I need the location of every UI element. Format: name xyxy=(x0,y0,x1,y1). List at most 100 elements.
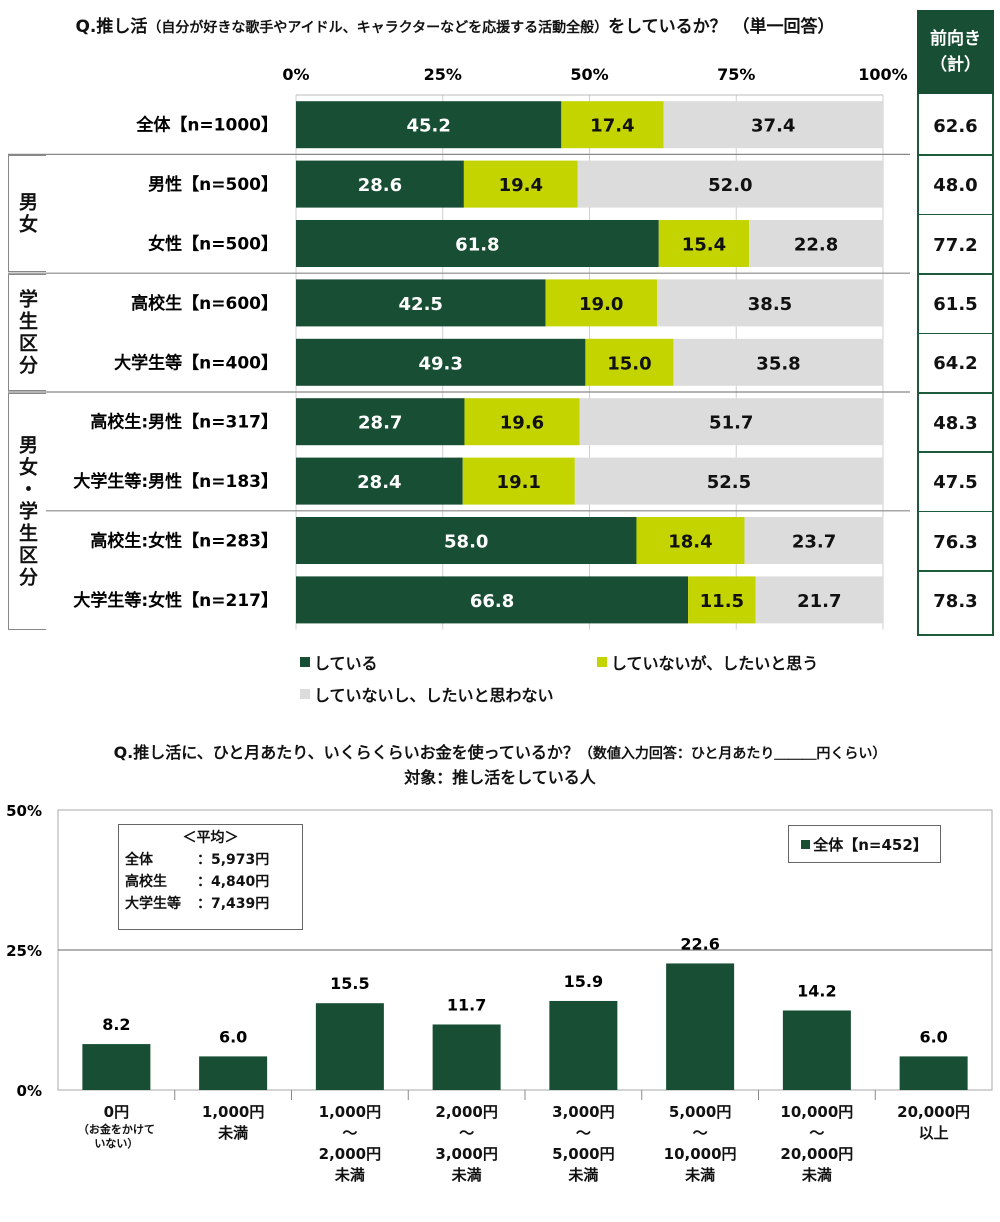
data-label: 52.5 xyxy=(707,472,751,493)
forward-value: 48.3 xyxy=(933,412,978,434)
data-label: 66.8 xyxy=(470,591,514,612)
chart2-plot: 0% 25% 50% 8.2 6.0 15.5 11.7 15.9 22.6 14.2 6.0 xyxy=(6,802,993,1100)
bar-segment xyxy=(296,220,659,267)
x-tick-label: 100% xyxy=(858,65,907,84)
x-tick-label: 0% xyxy=(282,65,309,84)
category-label: 高校生:女性【n=283】 xyxy=(90,531,278,552)
data-label: 61.8 xyxy=(455,235,499,256)
data-label: 49.3 xyxy=(418,353,462,374)
bar-segment xyxy=(579,398,883,446)
data-label: 52.0 xyxy=(708,175,752,196)
forward-value: 47.5 xyxy=(933,472,978,494)
category-label: 高校生:男性【n=317】 xyxy=(90,412,278,433)
bar-segment xyxy=(296,279,546,327)
bar xyxy=(666,963,735,1090)
group-label-gender-student: 男女・学生区分 xyxy=(8,393,46,630)
forward-value: 61.5 xyxy=(933,293,978,315)
data-label: 14.2 xyxy=(797,981,836,1000)
y-tick-label: 0% xyxy=(17,1082,42,1100)
bar xyxy=(432,1024,501,1090)
bar-segment xyxy=(462,457,575,505)
bar-segment xyxy=(296,576,689,624)
chart2-legend: 全体【n=452】 xyxy=(788,825,941,863)
data-label: 15.4 xyxy=(682,235,726,256)
x-category-label: 10,000円～ 20,000円 未満 xyxy=(780,1103,854,1184)
data-label: 19.6 xyxy=(500,413,544,434)
bar-segment xyxy=(657,279,883,327)
bar xyxy=(549,1000,618,1090)
forward-header: 前向き （計） xyxy=(917,10,994,94)
x-tick-label: 75% xyxy=(717,65,755,84)
bar xyxy=(199,1056,268,1090)
forward-value: 77.2 xyxy=(933,234,978,256)
bar-segment xyxy=(585,338,674,386)
forward-row-divider xyxy=(917,570,994,572)
forward-value: 64.2 xyxy=(933,353,978,375)
bar-segment xyxy=(463,160,578,208)
data-label: 11.5 xyxy=(700,591,744,612)
data-label: 6.0 xyxy=(219,1027,247,1046)
bar-segment xyxy=(574,457,883,505)
bar-segment xyxy=(744,517,884,564)
category-label: 全体【n=1000】 xyxy=(135,115,278,136)
bar-segment xyxy=(663,101,883,149)
legend-doing: している xyxy=(300,650,378,674)
bar xyxy=(82,1044,151,1090)
data-label: 22.8 xyxy=(794,235,838,256)
bar xyxy=(782,1010,851,1090)
bar-segment xyxy=(577,160,883,208)
bar-segment xyxy=(673,338,884,386)
x-category-label: 5,000円～ 10,000円 未満 xyxy=(663,1103,737,1184)
legend-want: していないが、したいと思う xyxy=(597,650,818,674)
data-label: 23.7 xyxy=(792,532,836,553)
data-label: 35.8 xyxy=(756,353,800,374)
forward-value: 62.6 xyxy=(933,115,978,137)
forward-value: 48.0 xyxy=(933,175,978,197)
data-label: 19.0 xyxy=(579,294,623,315)
x-category-label: 20,000円 以上 xyxy=(897,1103,971,1142)
data-label: 19.4 xyxy=(499,175,543,196)
category-label: 大学生等【n=400】 xyxy=(114,352,278,373)
data-label: 22.6 xyxy=(680,934,719,953)
x-category-label: 3,000円～ 5,000円 未満 xyxy=(552,1103,615,1184)
chart1-title: Q.推し活（自分が好きな歌手やアイドル、キャラクターなどを応援する活動全般）をし… xyxy=(75,17,835,37)
data-label: 21.7 xyxy=(797,591,841,612)
forward-row-divider xyxy=(917,213,994,216)
chart1-plot: 0% 25% 50% 75% 100% 全体【n=1000】 45.2 17.4 37.4 男性【… xyxy=(8,65,910,630)
forward-row-divider xyxy=(917,273,994,275)
data-label: 58.0 xyxy=(444,532,488,553)
forward-row-divider xyxy=(917,451,994,453)
data-label: 51.7 xyxy=(709,413,753,434)
bar-segment xyxy=(296,101,562,149)
bar-segment xyxy=(296,338,586,386)
data-label: 42.5 xyxy=(399,294,443,315)
group-label-gender: 男女 xyxy=(8,155,46,272)
data-label: 17.4 xyxy=(590,116,634,137)
bar xyxy=(899,1056,968,1090)
bar-segment xyxy=(755,576,883,624)
bar-segment xyxy=(688,576,756,624)
data-label: 37.4 xyxy=(751,116,795,137)
y-tick-label: 25% xyxy=(6,942,42,960)
category-label: 高校生【n=600】 xyxy=(131,293,278,314)
data-label: 28.7 xyxy=(358,413,402,434)
data-label: 11.7 xyxy=(447,995,486,1014)
bar-segment xyxy=(749,220,883,267)
bar-segment xyxy=(296,160,464,208)
average-box: ＜平均＞ 全体 ：5,973円 高校生 ：4,840円 大学生等 ：7,439円 xyxy=(118,824,303,930)
data-label: 28.4 xyxy=(357,472,401,493)
bar-segment xyxy=(561,101,664,149)
chart2-title: Q.推し活に、ひと月あたり、いくらくらいお金を使っているか？（数値入力回答：ひと… xyxy=(113,743,887,787)
forward-value: 76.3 xyxy=(933,531,978,553)
bar-segment xyxy=(636,517,745,564)
forward-row-divider xyxy=(917,392,994,394)
data-label: 28.6 xyxy=(358,175,402,196)
bar-segment xyxy=(545,279,658,327)
y-tick-label: 50% xyxy=(6,802,42,820)
legend-notwant: していないし、したいと思わない xyxy=(300,682,554,706)
bar-segment xyxy=(296,517,637,564)
bar-segment xyxy=(296,457,463,505)
bar xyxy=(315,1003,384,1090)
category-label: 大学生等:男性【n=183】 xyxy=(73,471,278,492)
x-tick-label: 50% xyxy=(570,65,608,84)
